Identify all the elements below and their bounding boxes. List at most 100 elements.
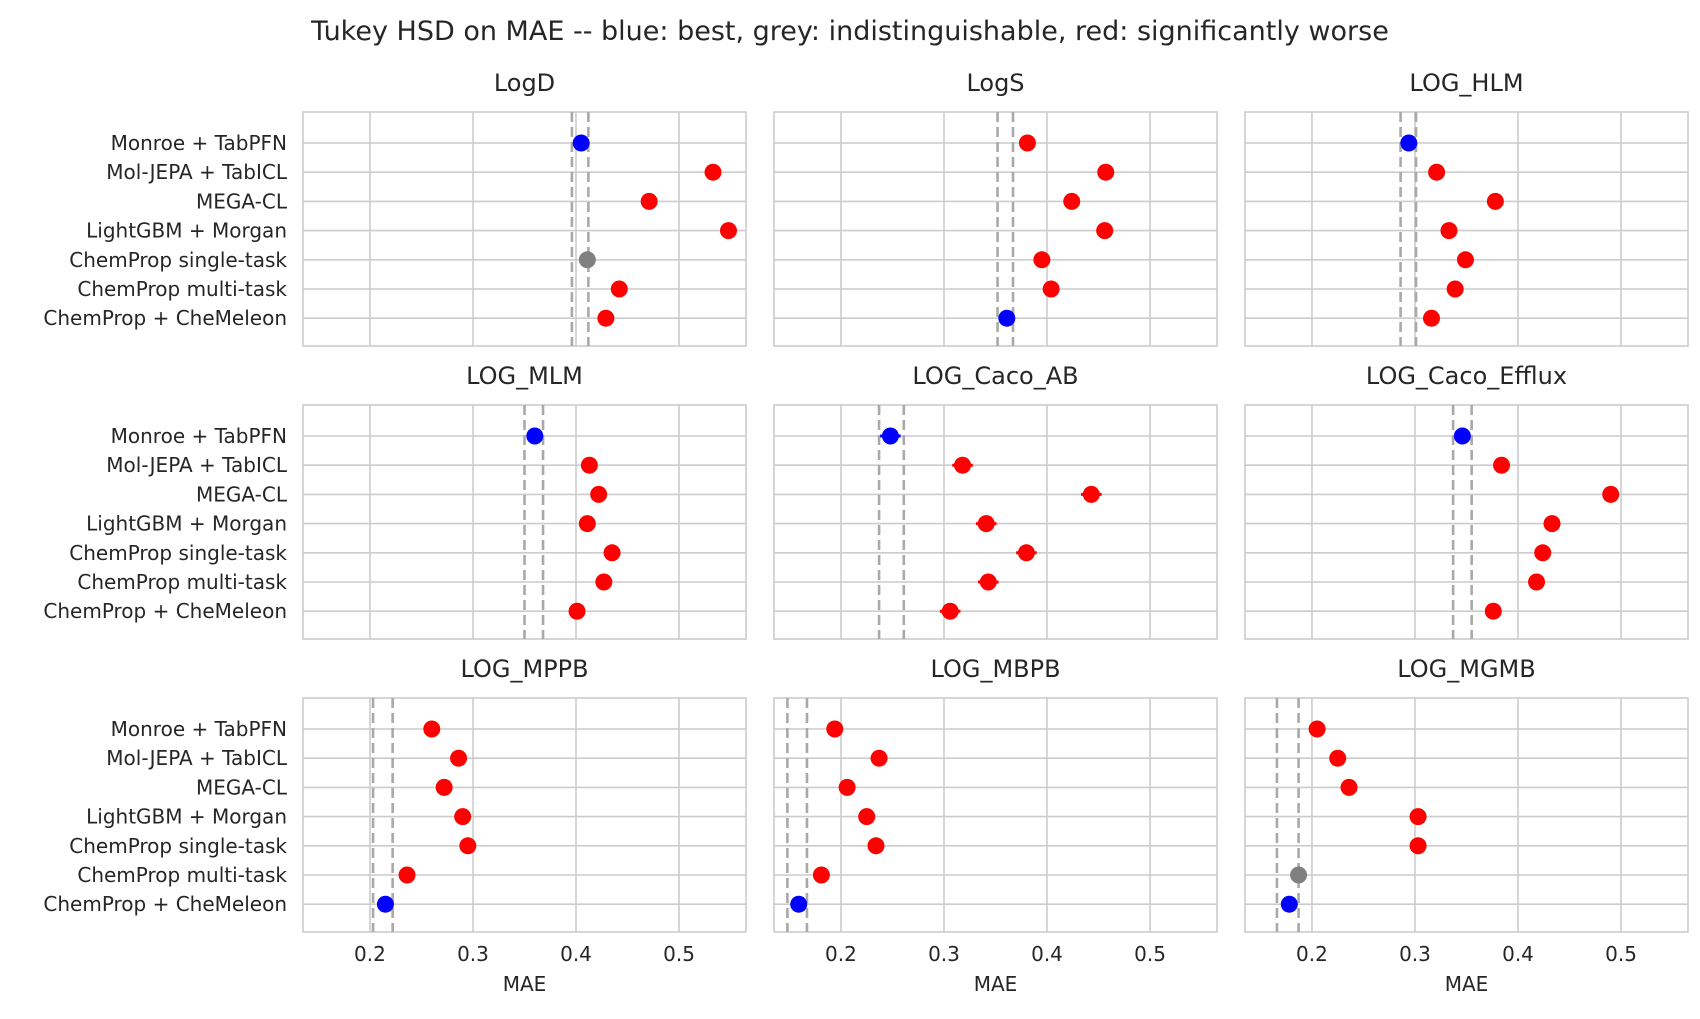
x-axis-label: MAE xyxy=(503,972,547,996)
panel-frame xyxy=(1244,111,1689,347)
point-chemprop-single-task xyxy=(867,837,885,855)
point-chemprop-multi-task xyxy=(1290,866,1308,884)
x-tick-label-0.3: 0.3 xyxy=(457,942,489,966)
point-lightgbm-morgan xyxy=(977,515,995,533)
panel-title-log-hlm: LOG_HLM xyxy=(1409,69,1523,97)
point-mol-jepa-tabicl xyxy=(580,456,598,474)
y-tick-label-chemprop-single-task: ChemProp single-task xyxy=(69,248,287,272)
point-monroe-tabpfn xyxy=(881,427,899,445)
point-chemprop-single-task xyxy=(1534,544,1552,562)
y-tick-label-mega-cl: MEGA-CL xyxy=(196,775,288,799)
point-lightgbm-morgan xyxy=(454,808,472,826)
point-chemprop-single-task xyxy=(603,544,621,562)
x-tick-label-0.5: 0.5 xyxy=(663,942,695,966)
x-tick-label-0.4: 0.4 xyxy=(1031,942,1063,966)
point-chemprop-chemeleon xyxy=(568,602,586,620)
y-tick-label-chemprop-chemeleon: ChemProp + CheMeleon xyxy=(43,892,287,916)
y-tick-label-lightgbm-morgan: LightGBM + Morgan xyxy=(86,805,287,829)
point-chemprop-chemeleon xyxy=(1484,602,1502,620)
point-chemprop-multi-task xyxy=(1446,280,1464,298)
y-tick-label-chemprop-chemeleon: ChemProp + CheMeleon xyxy=(43,599,287,623)
point-monroe-tabpfn xyxy=(1453,427,1471,445)
x-tick-label-0.3: 0.3 xyxy=(928,942,960,966)
point-chemprop-chemeleon xyxy=(1422,309,1440,327)
point-mol-jepa-tabicl xyxy=(450,749,468,767)
point-lightgbm-morgan xyxy=(1096,222,1114,240)
panel-title-log-mbpb: LOG_MBPB xyxy=(930,655,1060,683)
point-chemprop-multi-task xyxy=(1528,573,1546,591)
x-tick-label-0.2: 0.2 xyxy=(354,942,386,966)
y-tick-label-chemprop-multi-task: ChemProp multi-task xyxy=(77,863,287,887)
point-monroe-tabpfn xyxy=(826,720,844,738)
panel-frame xyxy=(1244,697,1689,933)
x-tick-label-0.4: 0.4 xyxy=(1502,942,1534,966)
panel-log-hlm: LOG_HLM xyxy=(1244,69,1689,347)
point-lightgbm-morgan xyxy=(1543,515,1561,533)
point-monroe-tabpfn xyxy=(572,134,590,152)
panel-title-log-mgmb: LOG_MGMB xyxy=(1397,655,1535,683)
point-mega-cl xyxy=(1340,778,1358,796)
point-mega-cl xyxy=(838,778,856,796)
y-tick-label-mol-jepa-tabicl: Mol-JEPA + TabICL xyxy=(106,746,288,770)
point-mol-jepa-tabicl xyxy=(1493,456,1511,474)
panel-log-mbpb: LOG_MBPB 0.2 0.3 0.4 0.5 MAE xyxy=(773,655,1218,996)
point-mol-jepa-tabicl xyxy=(1428,163,1446,181)
point-monroe-tabpfn xyxy=(526,427,544,445)
panel-log-caco-efflux: LOG_Caco_Efflux xyxy=(1244,362,1689,640)
panel-frame xyxy=(773,404,1218,640)
x-axis-label: MAE xyxy=(974,972,1018,996)
x-tick-label-0.2: 0.2 xyxy=(825,942,857,966)
point-chemprop-chemeleon xyxy=(597,309,615,327)
panel-title-log-mlm: LOG_MLM xyxy=(466,362,583,390)
y-tick-label-chemprop-single-task: ChemProp single-task xyxy=(69,834,287,858)
panel-logs: LogS xyxy=(773,69,1218,347)
x-tick-label-0.4: 0.4 xyxy=(560,942,592,966)
point-monroe-tabpfn xyxy=(1400,134,1418,152)
point-mega-cl xyxy=(1486,192,1504,210)
point-chemprop-single-task xyxy=(578,251,596,269)
point-chemprop-chemeleon xyxy=(998,309,1016,327)
point-chemprop-chemeleon xyxy=(376,895,394,913)
point-mol-jepa-tabicl xyxy=(954,456,972,474)
panel-grid: LogD Monroe + TabPFN Mol-JEPA + TabICL MEGA… xyxy=(43,69,1689,996)
point-mega-cl xyxy=(1063,192,1081,210)
panel-log-mppb: LOG_MPPB Monroe + TabPFN Mol-JEPA + TabICL… xyxy=(43,655,747,996)
x-tick-label-0.3: 0.3 xyxy=(1399,942,1431,966)
y-tick-label-chemprop-multi-task: ChemProp multi-task xyxy=(77,277,287,301)
point-lightgbm-morgan xyxy=(1409,808,1427,826)
y-tick-label-mega-cl: MEGA-CL xyxy=(196,189,288,213)
point-lightgbm-morgan xyxy=(719,222,737,240)
panel-logd: LogD Monroe + TabPFN Mol-JEPA + TabICL MEGA… xyxy=(43,69,747,347)
point-mol-jepa-tabicl xyxy=(704,163,722,181)
panel-frame xyxy=(773,111,1218,347)
point-chemprop-multi-task xyxy=(595,573,613,591)
point-mol-jepa-tabicl xyxy=(1097,163,1115,181)
y-tick-label-chemprop-chemeleon: ChemProp + CheMeleon xyxy=(43,306,287,330)
figure-title: Tukey HSD on MAE -- blue: best, grey: in… xyxy=(310,16,1389,47)
point-monroe-tabpfn xyxy=(1308,720,1326,738)
y-tick-label-lightgbm-morgan: LightGBM + Morgan xyxy=(86,512,287,536)
point-mega-cl xyxy=(590,485,608,503)
point-chemprop-single-task xyxy=(1409,837,1427,855)
y-tick-label-monroe-tabpfn: Monroe + TabPFN xyxy=(111,717,287,741)
point-chemprop-single-task xyxy=(1033,251,1051,269)
y-tick-label-lightgbm-morgan: LightGBM + Morgan xyxy=(86,219,287,243)
x-tick-label-0.5: 0.5 xyxy=(1605,942,1637,966)
point-lightgbm-morgan xyxy=(858,808,876,826)
panel-log-mgmb: LOG_MGMB 0.2 0.3 0.4 0.5 MAE xyxy=(1244,655,1689,996)
panel-title-logs: LogS xyxy=(966,69,1024,97)
y-tick-label-mol-jepa-tabicl: Mol-JEPA + TabICL xyxy=(106,160,288,184)
point-mega-cl xyxy=(640,192,658,210)
point-chemprop-chemeleon xyxy=(790,895,808,913)
panel-frame xyxy=(1244,404,1689,640)
point-chemprop-multi-task xyxy=(610,280,628,298)
panel-frame xyxy=(773,697,1218,933)
panel-log-caco-ab: LOG_Caco_AB xyxy=(773,362,1218,640)
y-tick-label-chemprop-single-task: ChemProp single-task xyxy=(69,541,287,565)
point-mega-cl xyxy=(1082,485,1100,503)
point-chemprop-multi-task xyxy=(812,866,830,884)
y-tick-label-mega-cl: MEGA-CL xyxy=(196,482,288,506)
point-chemprop-single-task xyxy=(1017,544,1035,562)
point-mol-jepa-tabicl xyxy=(870,749,888,767)
